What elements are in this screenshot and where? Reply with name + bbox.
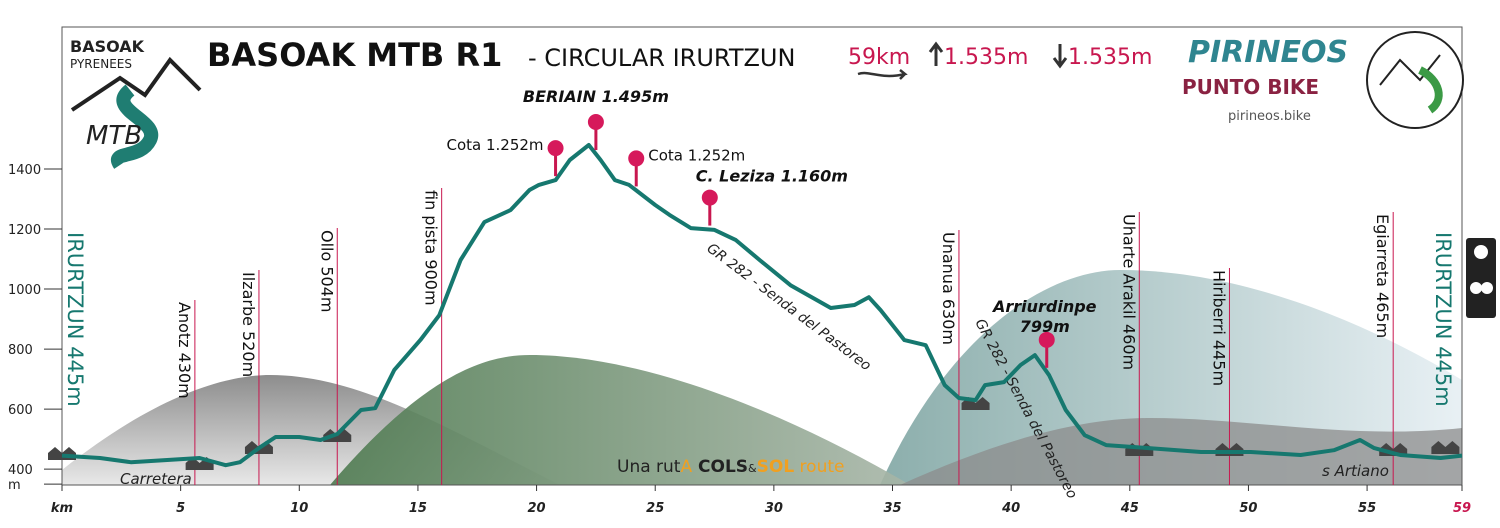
pin-head (587, 114, 604, 131)
y-tick-label: 800 (8, 343, 33, 358)
x-tick-label: 59 (1453, 501, 1471, 516)
x-tick-label: 45 (1120, 501, 1139, 516)
place-label: Egiarreta 465m (1373, 214, 1392, 338)
x-tick-label: 25 (646, 501, 664, 516)
ascent: 1.535m (944, 45, 1028, 70)
elevation-line (61, 143, 1463, 468)
x-tick-label: 5 (176, 501, 185, 516)
pin-label: Cota 1.252m (648, 146, 745, 164)
logo-text: BASOAK (70, 37, 145, 56)
endpoint-label: IRURTZUN 445m (1431, 232, 1455, 407)
brand-badge (1366, 31, 1464, 129)
y-tick-label: 400 (8, 463, 33, 478)
place-label: Anotz 430m (175, 302, 194, 399)
pin-label: 799m (1020, 317, 1070, 336)
descent-icon (1052, 44, 1068, 69)
website: pirineos.bike (1228, 109, 1311, 124)
pin-label: BERIAIN 1.495m (523, 87, 669, 106)
x-tick-label: 50 (1239, 501, 1257, 516)
route-label: Carretera (120, 470, 192, 488)
logo: BASOAK PYRENEES MTB (70, 37, 202, 169)
pin-head (701, 189, 718, 206)
promo-part: Una rut (617, 457, 681, 477)
place-label: Ollo 504m (317, 230, 336, 312)
title: BASOAK MTB R1 (207, 36, 502, 74)
distance: 59km (848, 45, 910, 70)
frame (61, 26, 1463, 486)
pin-label: C. Leziza 1.160m (696, 167, 848, 186)
x-tick-label: 15 (409, 501, 427, 516)
logo-sub: PYRENEES (70, 57, 132, 71)
place-label: Ilzarbe 520m (239, 272, 258, 377)
place-label: Unanua 630m (939, 232, 958, 345)
y-tick-label: 600 (8, 403, 33, 418)
pin-head (547, 140, 564, 157)
ascent-icon (928, 41, 944, 66)
promo-part: COLS (692, 457, 748, 477)
village-icon (1431, 441, 1460, 454)
y-tick-label: 1400 (8, 163, 41, 178)
promo-part: A (680, 457, 692, 477)
place-label: Uharte Arakil 460m (1119, 214, 1138, 370)
descent: 1.535m (1068, 45, 1152, 70)
promo-part: & (748, 462, 757, 475)
y-tick-label: m (8, 478, 21, 493)
logo-mtb: MTB (86, 121, 142, 151)
x-tick-label: 10 (290, 501, 308, 516)
pin-head (628, 150, 645, 167)
promo-text: Una rutA COLS&SOL route (617, 457, 844, 477)
y-tick-label: 1000 (8, 283, 41, 298)
pin-label: Cota 1.252m (447, 136, 544, 154)
y-tick-label: 1200 (8, 223, 41, 238)
x-tick-label: 35 (883, 501, 901, 516)
place-label: fin pista 900m (422, 190, 441, 306)
promo-part: route (794, 457, 844, 477)
brand-sub: PUNTO BIKE (1182, 75, 1319, 99)
x-tick-label: 55 (1358, 501, 1376, 516)
license-badge (1466, 238, 1496, 318)
x-tick-label: 20 (528, 501, 546, 516)
x-tick-label: 30 (765, 501, 783, 516)
route-label: s Artiano (1322, 462, 1389, 480)
subtitle: - CIRCULAR IRURTZUN (528, 44, 795, 72)
brand: PIRINEOS (1188, 35, 1348, 70)
pin-label: Arriurdinpe (991, 297, 1097, 316)
place-label: Hiriberri 445m (1209, 270, 1228, 386)
endpoint-label: IRURTZUN 445m (63, 232, 87, 407)
pin-head (1038, 331, 1055, 348)
x-tick-label: km (51, 501, 73, 516)
distance-icon (857, 69, 908, 80)
promo-part: SOL (757, 457, 795, 477)
x-tick-label: 40 (1001, 501, 1020, 516)
